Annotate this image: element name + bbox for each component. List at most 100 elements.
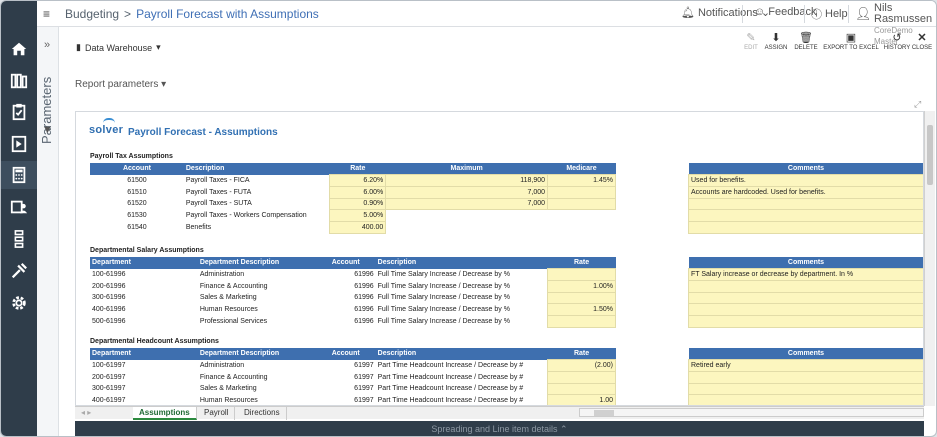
tax-section-title: Payroll Tax Assumptions xyxy=(90,153,173,160)
rate-input-cell[interactable]: (2.00) xyxy=(547,359,616,372)
rate-input-cell[interactable] xyxy=(547,370,616,384)
comment-input-cell[interactable] xyxy=(688,291,923,305)
database-icon: ▮ xyxy=(76,42,81,52)
maximum-input-cell[interactable]: 7,000 xyxy=(385,185,549,199)
data-source-selector[interactable]: ▮ Data Warehouse ▾ xyxy=(76,42,161,53)
horizontal-scrollbar[interactable] xyxy=(579,408,924,417)
tax-header-maximum: Maximum xyxy=(385,163,548,175)
expand-chevron-icon[interactable]: » xyxy=(44,39,51,51)
rate-input-cell[interactable] xyxy=(547,314,616,328)
hierarchy-icon[interactable] xyxy=(9,229,29,249)
divider xyxy=(848,5,849,23)
scrollbar-thumb[interactable] xyxy=(927,125,933,185)
home-icon[interactable] xyxy=(9,39,29,59)
department-cell: 400-61996 xyxy=(92,306,126,314)
user-data-icon[interactable] xyxy=(9,197,29,217)
medicare-input-cell[interactable] xyxy=(547,185,616,199)
scrollbar-thumb[interactable] xyxy=(594,410,614,416)
tax-header-account: Account xyxy=(90,163,184,175)
comment-input-cell[interactable] xyxy=(688,303,923,316)
tools-icon[interactable] xyxy=(9,261,29,281)
data-source-label: Data Warehouse xyxy=(84,42,153,53)
account-cell: 61997 xyxy=(354,362,374,370)
tab-assumptions[interactable]: Assumptions xyxy=(133,407,197,420)
edit-label: EDIT xyxy=(744,45,758,51)
feedback-button[interactable]: ☺ Feedback xyxy=(754,6,817,18)
department-cell: 500-61996 xyxy=(92,317,126,325)
table-row: 61530 Payroll Taxes - Workers Compensati… xyxy=(90,209,616,222)
calculator-icon[interactable] xyxy=(9,165,29,185)
maximum-input-cell[interactable]: 118,900 xyxy=(385,174,549,187)
solver-logo: solver xyxy=(89,118,123,136)
table-row: 61510 Payroll Taxes - FUTA 6.00% 7,000 xyxy=(90,185,616,199)
tax-header-description: Description xyxy=(183,163,330,175)
medicare-input-cell[interactable] xyxy=(547,197,616,211)
headcount-header-dept-desc: Department Description xyxy=(197,348,330,360)
description-cell: Payroll Taxes - SUTA xyxy=(185,200,252,208)
expand-icon[interactable]: ⤢ xyxy=(914,99,922,109)
user-avatar-icon[interactable]: 👤︎ xyxy=(855,6,872,21)
table-row: 300-61996 Sales & Marketing 61996 Full Time… xyxy=(90,291,616,305)
breadcrumb-root[interactable]: Budgeting xyxy=(65,7,120,21)
tab-payroll[interactable]: Payroll xyxy=(198,407,236,420)
comment-input-cell[interactable]: Used for benefits. xyxy=(688,174,923,187)
rate-input-cell[interactable]: 5.00% xyxy=(329,209,387,222)
assign-button[interactable]: ⬇ ASSIGN xyxy=(756,31,796,51)
comment-input-cell[interactable]: Retired early xyxy=(688,359,923,372)
account-cell: 61997 xyxy=(354,373,374,381)
comment-input-cell[interactable] xyxy=(688,220,923,234)
rate-input-cell[interactable]: 1.00% xyxy=(547,279,616,293)
rate-input-cell[interactable] xyxy=(547,291,616,305)
tax-header-medicare: Medicare xyxy=(547,163,616,175)
account-cell: 61520 xyxy=(127,200,147,208)
rate-input-cell[interactable] xyxy=(547,382,616,396)
tab-scroll-left-icon[interactable]: ◂ ▸ xyxy=(81,408,92,417)
comment-input-cell[interactable] xyxy=(688,197,923,211)
help-label: Help xyxy=(825,8,848,20)
rate-input-cell[interactable]: 400.00 xyxy=(329,220,387,234)
settings-gear-icon[interactable] xyxy=(9,293,29,313)
comment-input-cell[interactable] xyxy=(688,382,923,396)
comment-input-cell[interactable]: Accounts are hardcoded. Used for benefit… xyxy=(688,185,923,199)
close-icon: ✕ xyxy=(917,32,927,44)
input-form-icon[interactable] xyxy=(9,134,29,154)
rate-input-cell[interactable]: 1.00 xyxy=(547,394,616,405)
export-to-excel-button[interactable]: ▣ EXPORT TO EXCEL xyxy=(823,31,879,51)
delete-button[interactable]: 🗑︎ DELETE xyxy=(786,31,826,51)
close-button[interactable]: ✕ CLOSE xyxy=(907,31,936,51)
filter-icon[interactable]: ▼ xyxy=(42,124,53,136)
report-sheet: solver Payroll Forecast - Assumptions Pa… xyxy=(75,111,924,406)
rate-input-cell[interactable] xyxy=(547,268,616,281)
headcount-table: Department Department Description Accoun… xyxy=(90,348,616,405)
vertical-scrollbar[interactable] xyxy=(924,111,935,406)
comment-input-cell[interactable] xyxy=(688,314,923,328)
edit-button[interactable]: ✎ EDIT xyxy=(731,31,771,51)
comment-input-cell[interactable] xyxy=(688,279,923,293)
maximum-input-cell[interactable]: 7,000 xyxy=(385,197,549,211)
comment-input-cell[interactable] xyxy=(688,209,923,222)
chevron-up-icon: ⌃ xyxy=(560,424,568,434)
medicare-input-cell[interactable]: 1.45% xyxy=(547,174,616,187)
library-icon[interactable] xyxy=(9,71,29,91)
clipboard-icon[interactable] xyxy=(9,102,29,122)
help-button[interactable]: ⓘ Help xyxy=(811,6,848,22)
breadcrumb: Budgeting > Payroll Forecast with Assumpti… xyxy=(65,7,319,21)
rate-input-cell[interactable]: 6.00% xyxy=(329,185,387,199)
rate-input-cell[interactable]: 0.90% xyxy=(329,197,387,211)
description-cell: Full Time Salary Increase / Decrease by … xyxy=(377,282,510,290)
comment-input-cell[interactable] xyxy=(688,394,923,405)
report-parameters-toggle[interactable]: Report parameters ▾ xyxy=(75,79,166,90)
rate-input-cell[interactable]: 1.50% xyxy=(547,303,616,316)
parameters-panel[interactable]: » Parameters ▼ xyxy=(37,27,59,436)
history-button[interactable]: ↺ HISTORY xyxy=(877,31,917,51)
tab-directions[interactable]: Directions xyxy=(238,407,287,420)
comment-input-cell[interactable] xyxy=(688,370,923,384)
comment-input-cell[interactable]: FT Salary increase or decrease by depart… xyxy=(688,268,923,281)
user-info[interactable]: Nils Rasmussen CoreDemo Master xyxy=(874,3,936,47)
feedback-label: Feedback xyxy=(768,6,817,18)
rate-input-cell[interactable]: 6.20% xyxy=(329,174,387,187)
details-bar[interactable]: Spreading and Line item details ⌃ xyxy=(75,421,924,436)
hamburger-menu-icon[interactable]: ≡ xyxy=(43,7,51,21)
department-cell: 400-61997 xyxy=(92,397,126,405)
